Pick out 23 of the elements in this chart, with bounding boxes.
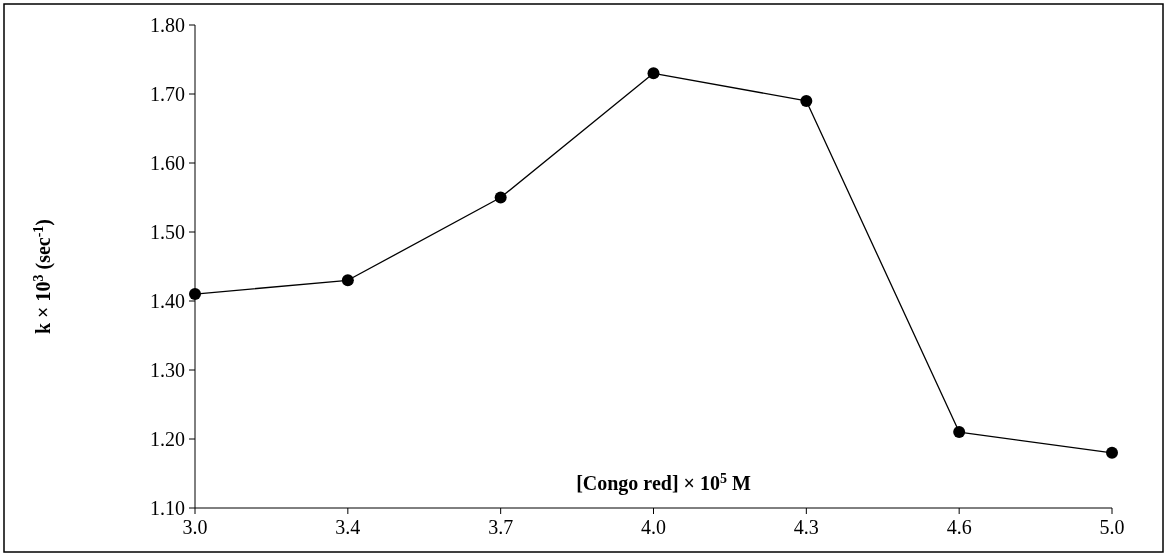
point — [341, 274, 354, 287]
x-tick-label: 5.0 — [1099, 516, 1125, 538]
x-tick-label: 3.0 — [182, 516, 208, 538]
y-tick-label: 1.60 — [150, 152, 185, 174]
y-tick-label: 1.20 — [150, 428, 185, 450]
point — [647, 67, 660, 80]
x-tick-label: 4.0 — [641, 516, 666, 538]
y-tick-label: 1.50 — [150, 221, 185, 243]
point — [494, 191, 507, 204]
y-tick-label: 1.70 — [150, 83, 185, 105]
point — [953, 426, 966, 439]
x-tick-label: 3.7 — [488, 516, 514, 538]
x-tick-label: 4.6 — [946, 516, 972, 538]
y-tick-label: 1.80 — [150, 14, 185, 36]
y-tick-label: 1.40 — [150, 290, 185, 312]
x-tick-label: 4.3 — [793, 516, 819, 538]
point — [1106, 446, 1118, 459]
x-axis-title: [Congo red] × 10$^{5}$ M — [576, 470, 751, 495]
point — [800, 94, 813, 107]
point — [189, 288, 201, 301]
y-tick-label: 1.30 — [150, 359, 185, 381]
y-tick-label: 1.10 — [150, 497, 185, 519]
x-tick-label: 3.4 — [335, 516, 361, 538]
